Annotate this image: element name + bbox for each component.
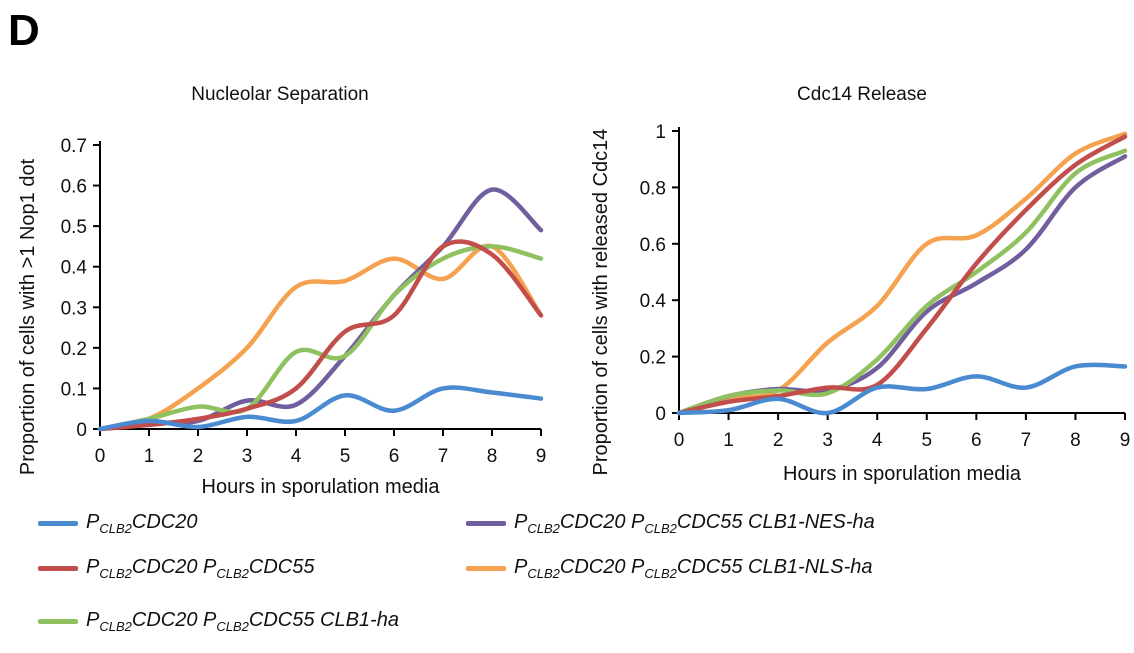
y-tick-label: 0.6	[61, 177, 87, 198]
x-tick-label: 6	[389, 446, 400, 467]
x-tick-label: 2	[193, 446, 204, 467]
x-tick-label: 4	[291, 446, 302, 467]
x-tick-label: 2	[773, 430, 784, 451]
x-tick-label: 4	[872, 430, 883, 451]
y-tick-label: 0.2	[640, 348, 666, 369]
series-line-orange	[679, 134, 1125, 413]
chart-title: Cdc14 Release	[797, 84, 927, 105]
x-axis-label: Hours in sporulation media	[783, 463, 1022, 485]
y-axis-label: Proportion of cells with released Cdc14	[590, 129, 612, 476]
x-tick-label: 8	[487, 446, 498, 467]
chart-title: Nucleolar Separation	[191, 84, 368, 105]
y-tick-label: 0.8	[640, 178, 666, 199]
x-tick-label: 8	[1070, 430, 1081, 451]
x-tick-label: 1	[144, 446, 155, 467]
x-tick-label: 1	[723, 430, 734, 451]
x-tick-label: 7	[1021, 430, 1032, 451]
y-tick-label: 0	[655, 404, 666, 425]
y-tick-label: 0.7	[61, 136, 87, 157]
y-tick-label: 0.3	[61, 298, 87, 319]
series-line-red	[100, 241, 541, 429]
y-tick-label: 0.1	[61, 379, 87, 400]
x-tick-label: 3	[242, 446, 253, 467]
x-tick-label: 0	[674, 430, 685, 451]
series-line-orange	[100, 246, 541, 429]
y-tick-label: 0	[76, 420, 87, 441]
series-line-green	[100, 246, 541, 429]
y-tick-label: 0.5	[61, 217, 87, 238]
x-tick-label: 3	[822, 430, 833, 451]
x-tick-label: 9	[1120, 430, 1131, 451]
x-axis-label: Hours in sporulation media	[202, 476, 441, 498]
y-tick-label: 0.4	[640, 291, 667, 312]
y-tick-label: 0.2	[61, 339, 87, 360]
x-tick-label: 5	[921, 430, 932, 451]
x-tick-label: 0	[95, 446, 106, 467]
x-tick-label: 6	[971, 430, 982, 451]
chart-cdc14-release: Cdc14 Release 0 0.2 0.4 0.6 0.8 1 0 1 2 3 4 5 6 7 8 9 Hou…	[590, 84, 1130, 485]
x-tick-label: 5	[340, 446, 351, 467]
x-tick-label: 7	[438, 446, 449, 467]
series-line-purple	[100, 189, 541, 429]
series-line-blue	[679, 365, 1125, 413]
y-axis-label: Proportion of cells with >1 Nop1 dot	[17, 158, 39, 475]
x-tick-label: 9	[536, 446, 547, 467]
y-tick-label: 1	[655, 122, 666, 143]
y-tick-label: 0.4	[61, 258, 88, 279]
y-tick-label: 0.6	[640, 235, 666, 256]
chart-nucleolar-separation: Nucleolar Separation 0 0.1 0.2 0.3 0.4 0.5 0.6 0…	[17, 84, 546, 498]
